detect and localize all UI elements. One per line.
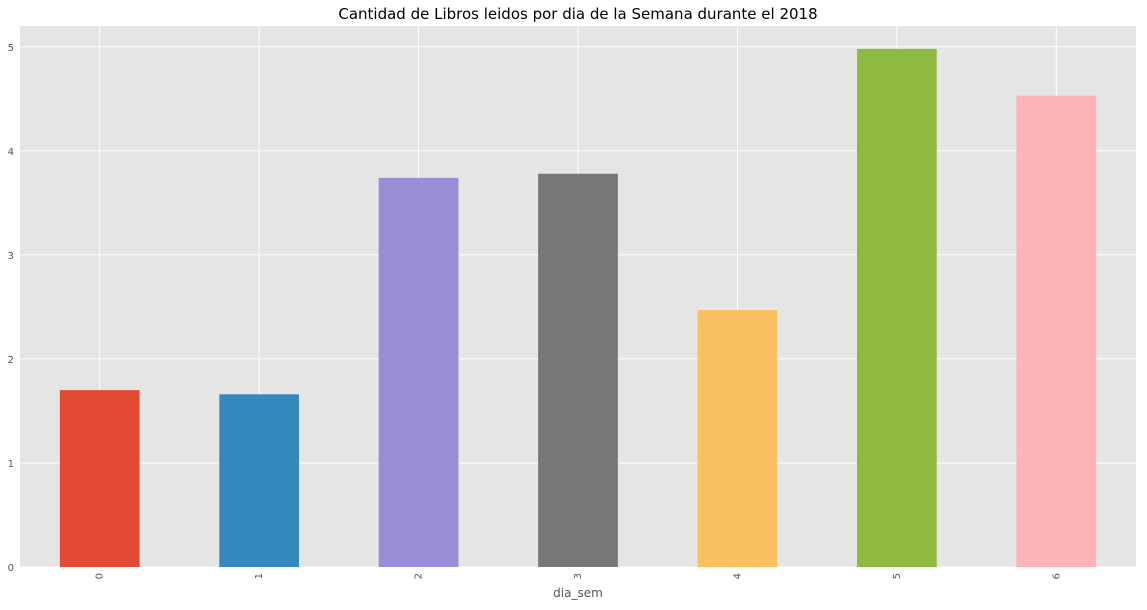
x-axis-label: dia_sem (553, 586, 603, 600)
x-tick-label: 5 (892, 573, 903, 579)
chart-title: Cantidad de Libros leidos por dia de la … (338, 5, 817, 23)
bar-2 (378, 177, 459, 567)
x-tick-label: 1 (254, 573, 265, 579)
bar-1 (219, 394, 299, 567)
y-tick-label: 1 (8, 459, 14, 470)
y-tick-label: 0 (8, 563, 14, 574)
x-tick-label: 4 (732, 573, 743, 579)
x-tick-label: 3 (573, 573, 584, 579)
y-tick-labels: 0 1 2 3 4 5 (8, 43, 14, 574)
y-tick-label: 4 (8, 147, 14, 158)
bar-5 (857, 48, 937, 567)
x-tick-labels: 0 1 2 3 4 5 6 (95, 573, 1063, 579)
bar-6 (1016, 95, 1097, 567)
bar-0 (59, 390, 140, 567)
x-tick-label: 6 (1051, 573, 1062, 579)
x-tick-label: 2 (414, 573, 425, 579)
y-tick-label: 2 (8, 355, 14, 366)
bar-3 (538, 173, 618, 567)
bar-4 (697, 310, 778, 567)
y-tick-label: 3 (8, 251, 14, 262)
bars (59, 48, 1097, 567)
y-tick-label: 5 (8, 43, 14, 54)
x-tick-label: 0 (95, 573, 106, 579)
